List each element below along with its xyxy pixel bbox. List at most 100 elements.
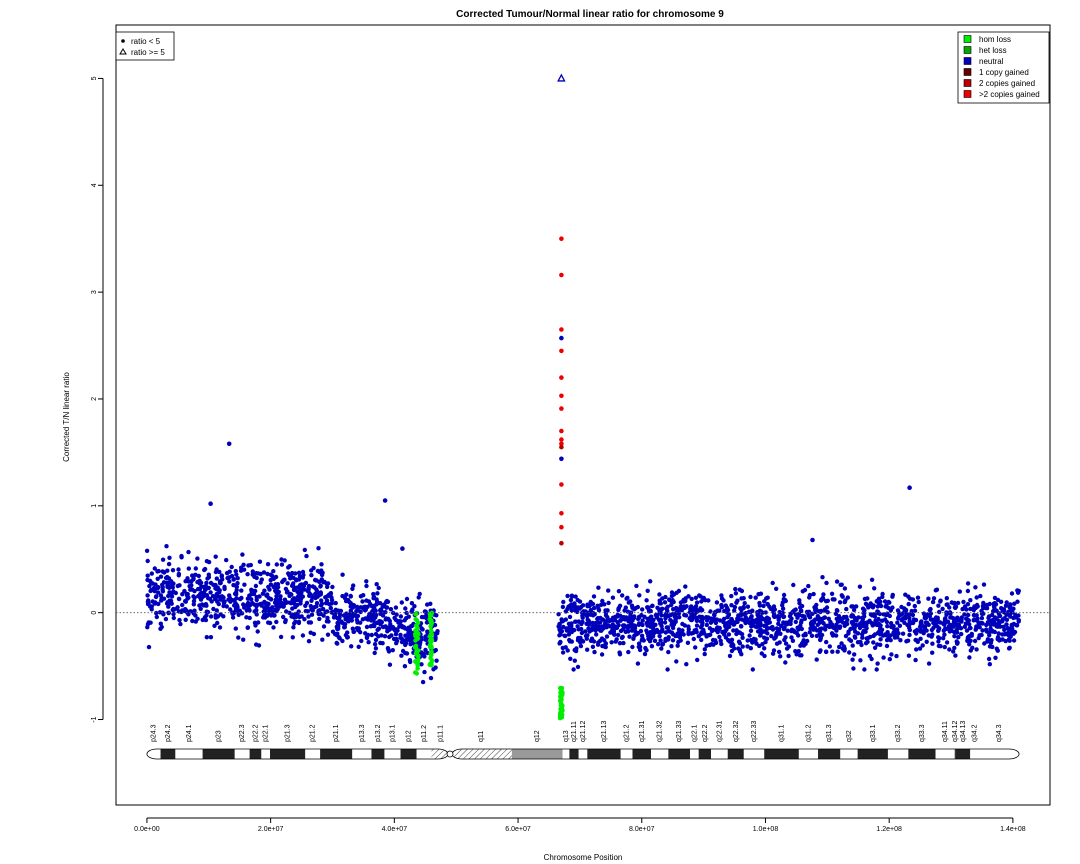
data-point (330, 584, 335, 590)
data-point (213, 554, 218, 559)
ideogram-band (668, 749, 691, 759)
data-point (657, 633, 662, 639)
data-point (577, 606, 582, 611)
data-point (652, 638, 658, 643)
data-point (760, 629, 766, 634)
data-point (989, 612, 995, 618)
data-point (311, 565, 316, 571)
data-point (926, 661, 932, 666)
data-point (766, 616, 772, 621)
data-point (852, 615, 857, 620)
data-point (994, 608, 999, 613)
data-point (629, 603, 635, 608)
data-point (887, 657, 892, 662)
data-point (694, 630, 699, 635)
data-point (193, 566, 198, 571)
data-point (559, 482, 564, 487)
data-point (399, 600, 404, 605)
data-point (319, 577, 324, 582)
data-point (876, 601, 882, 606)
data-point (366, 640, 371, 645)
data-point (296, 609, 301, 614)
data-point (981, 611, 986, 616)
data-point (699, 599, 704, 604)
data-point (287, 572, 292, 578)
data-point (748, 646, 753, 651)
data-point (590, 644, 596, 649)
data-point (616, 607, 621, 613)
data-point (642, 651, 648, 657)
shape-legend-label: ratio >= 5 (131, 48, 165, 57)
shape-legend-box (115, 31, 175, 61)
data-point (865, 596, 870, 601)
data-point (875, 609, 881, 615)
data-point (948, 611, 953, 616)
data-point (695, 657, 700, 663)
data-point (560, 650, 566, 655)
data-point (973, 585, 978, 590)
data-point (926, 596, 931, 601)
data-point (819, 616, 825, 622)
data-point (585, 617, 590, 622)
data-point (798, 605, 803, 610)
data-point (876, 616, 881, 622)
data-point (349, 644, 354, 649)
data-point (245, 572, 250, 577)
data-point (298, 587, 303, 592)
data-point (919, 619, 924, 624)
data-point (747, 633, 752, 638)
data-point (186, 566, 191, 571)
data-point (965, 588, 971, 594)
data-point (154, 614, 159, 620)
data-point (915, 595, 921, 600)
data-point (642, 614, 647, 619)
data-point (1011, 638, 1017, 643)
data-point (423, 637, 428, 642)
data-point (563, 633, 568, 639)
data-point (974, 647, 979, 652)
data-point (843, 633, 849, 639)
data-point (683, 598, 688, 604)
data-point (409, 609, 414, 614)
data-point (206, 596, 211, 601)
data-point (270, 573, 275, 579)
data-point (799, 626, 804, 632)
data-point (337, 636, 342, 641)
data-point (924, 639, 929, 644)
data-point (742, 601, 747, 606)
data-point (371, 612, 376, 617)
data-point (591, 594, 597, 599)
color-swatch (963, 57, 972, 65)
data-point (659, 646, 664, 651)
data-point (637, 647, 643, 653)
data-point (384, 598, 390, 604)
data-point (775, 614, 781, 619)
data-point (928, 606, 933, 612)
data-point (302, 547, 307, 553)
data-point (977, 625, 982, 630)
data-point (317, 592, 322, 597)
data-point (154, 610, 159, 616)
data-point (1000, 637, 1005, 642)
data-point (669, 644, 674, 649)
data-point (321, 606, 326, 612)
data-point (168, 601, 173, 606)
data-point (727, 653, 733, 659)
data-point (853, 629, 858, 634)
data-point (902, 620, 907, 625)
data-point (878, 637, 883, 642)
data-point (648, 634, 653, 639)
data-point (291, 584, 296, 589)
data-point (703, 598, 708, 603)
data-point (823, 649, 829, 654)
data-point (570, 627, 575, 632)
data-point (177, 617, 182, 623)
data-point (944, 640, 950, 645)
data-point (420, 679, 426, 685)
data-point (956, 635, 961, 640)
data-point (586, 626, 591, 631)
data-point (691, 636, 696, 642)
data-point (936, 639, 941, 644)
data-point (907, 618, 912, 624)
data-point (675, 643, 680, 648)
